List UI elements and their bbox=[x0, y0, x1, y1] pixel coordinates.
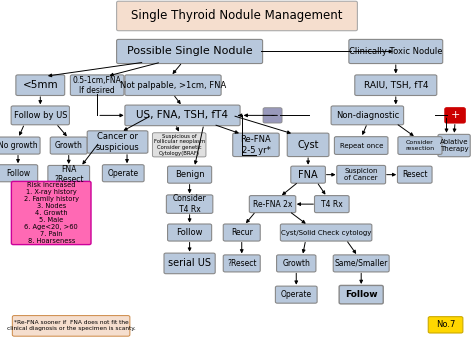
Text: Resect: Resect bbox=[402, 170, 428, 179]
Text: Re-FNA 2x: Re-FNA 2x bbox=[253, 200, 292, 209]
FancyBboxPatch shape bbox=[117, 1, 357, 31]
Text: Suspicion
of Cancer: Suspicion of Cancer bbox=[345, 168, 378, 181]
FancyBboxPatch shape bbox=[11, 106, 69, 125]
FancyBboxPatch shape bbox=[280, 224, 372, 241]
FancyBboxPatch shape bbox=[117, 39, 263, 64]
FancyBboxPatch shape bbox=[397, 166, 432, 183]
Text: Recur: Recur bbox=[231, 228, 253, 237]
Text: Repeat once: Repeat once bbox=[339, 143, 383, 148]
FancyBboxPatch shape bbox=[233, 133, 279, 157]
FancyBboxPatch shape bbox=[0, 137, 40, 154]
Text: Clinically Toxic Nodule: Clinically Toxic Nodule bbox=[349, 47, 443, 56]
Text: Re-FNA
2-5 yr*: Re-FNA 2-5 yr* bbox=[241, 135, 271, 154]
FancyBboxPatch shape bbox=[0, 165, 37, 182]
FancyBboxPatch shape bbox=[223, 255, 260, 272]
Text: FNA
?Resect: FNA ?Resect bbox=[54, 165, 83, 184]
FancyBboxPatch shape bbox=[168, 166, 211, 183]
FancyBboxPatch shape bbox=[334, 137, 388, 154]
FancyBboxPatch shape bbox=[223, 224, 260, 241]
Text: No growth: No growth bbox=[0, 141, 38, 150]
Text: Follow: Follow bbox=[6, 169, 30, 178]
Text: Follow: Follow bbox=[345, 290, 377, 299]
Text: Suspicious of
Follicular neoplasm
Consider genetic
Cytology(BRAF): Suspicious of Follicular neoplasm Consid… bbox=[154, 133, 205, 156]
FancyBboxPatch shape bbox=[152, 133, 206, 157]
FancyBboxPatch shape bbox=[125, 75, 221, 95]
FancyBboxPatch shape bbox=[333, 255, 389, 272]
FancyBboxPatch shape bbox=[331, 106, 403, 125]
Text: FNA: FNA bbox=[298, 170, 318, 180]
FancyBboxPatch shape bbox=[12, 316, 130, 336]
Text: serial US: serial US bbox=[168, 258, 211, 268]
Text: Risk increased
1. X-ray history
2. Family history
3. Nodes
4. Growth
5. Male
6. : Risk increased 1. X-ray history 2. Famil… bbox=[24, 182, 79, 244]
FancyBboxPatch shape bbox=[249, 196, 296, 213]
Text: RAIU, TSH, fT4: RAIU, TSH, fT4 bbox=[364, 81, 428, 90]
Text: Ablative
Therapy: Ablative Therapy bbox=[440, 139, 468, 152]
FancyBboxPatch shape bbox=[102, 165, 144, 182]
Text: *Re-FNA sooner if  FNA does not fit the
clinical diagnosis or the specimen is sc: *Re-FNA sooner if FNA does not fit the c… bbox=[7, 321, 136, 331]
FancyBboxPatch shape bbox=[275, 286, 317, 303]
Text: Consider
resection: Consider resection bbox=[405, 140, 435, 151]
FancyBboxPatch shape bbox=[339, 285, 383, 304]
Text: -: - bbox=[271, 110, 274, 120]
FancyBboxPatch shape bbox=[87, 131, 148, 153]
Text: Growth: Growth bbox=[283, 259, 310, 268]
Text: Not palpable, >1cm, FNA: Not palpable, >1cm, FNA bbox=[120, 81, 226, 90]
FancyBboxPatch shape bbox=[287, 133, 329, 157]
Text: Benign: Benign bbox=[175, 170, 204, 179]
FancyBboxPatch shape bbox=[70, 75, 124, 95]
Text: Cyst/Solid Check cytology: Cyst/Solid Check cytology bbox=[281, 230, 371, 235]
Text: Possible Single Nodule: Possible Single Nodule bbox=[127, 47, 253, 56]
FancyBboxPatch shape bbox=[11, 181, 91, 245]
FancyBboxPatch shape bbox=[438, 134, 470, 157]
Text: US, FNA, TSH, fT4: US, FNA, TSH, fT4 bbox=[137, 110, 228, 120]
FancyBboxPatch shape bbox=[314, 196, 349, 213]
FancyBboxPatch shape bbox=[291, 166, 326, 183]
FancyBboxPatch shape bbox=[349, 39, 443, 64]
Text: Cyst: Cyst bbox=[297, 140, 319, 150]
Text: Operate: Operate bbox=[281, 290, 312, 299]
Text: Growth: Growth bbox=[55, 141, 82, 150]
FancyBboxPatch shape bbox=[168, 224, 211, 241]
FancyBboxPatch shape bbox=[428, 317, 463, 333]
Text: T4 Rx: T4 Rx bbox=[321, 200, 343, 209]
Text: Follow by US: Follow by US bbox=[14, 111, 67, 120]
FancyBboxPatch shape bbox=[263, 108, 282, 123]
Text: Cancer or
suspicious: Cancer or suspicious bbox=[96, 132, 139, 152]
FancyBboxPatch shape bbox=[48, 165, 90, 184]
Text: <5mm: <5mm bbox=[22, 80, 58, 90]
Text: +: + bbox=[450, 110, 460, 120]
Text: Consider
T4 Rx: Consider T4 Rx bbox=[173, 195, 207, 214]
FancyBboxPatch shape bbox=[337, 165, 385, 184]
FancyBboxPatch shape bbox=[445, 108, 465, 123]
Text: Same/Smaller: Same/Smaller bbox=[335, 259, 388, 268]
FancyBboxPatch shape bbox=[355, 75, 437, 95]
FancyBboxPatch shape bbox=[50, 137, 87, 154]
FancyBboxPatch shape bbox=[166, 195, 213, 213]
FancyBboxPatch shape bbox=[16, 75, 64, 95]
Text: 0.5-1cm,FNA
If desired: 0.5-1cm,FNA If desired bbox=[73, 76, 122, 95]
Text: ?Resect: ?Resect bbox=[227, 259, 256, 268]
FancyBboxPatch shape bbox=[125, 105, 240, 126]
FancyBboxPatch shape bbox=[164, 253, 215, 274]
Text: Operate: Operate bbox=[108, 169, 139, 178]
Text: Non-diagnostic: Non-diagnostic bbox=[336, 111, 399, 120]
Text: Follow: Follow bbox=[176, 228, 203, 237]
FancyBboxPatch shape bbox=[277, 255, 316, 272]
Text: No.7: No.7 bbox=[436, 320, 455, 329]
Text: Single Thyroid Nodule Management: Single Thyroid Nodule Management bbox=[131, 10, 343, 22]
FancyBboxPatch shape bbox=[398, 137, 442, 154]
